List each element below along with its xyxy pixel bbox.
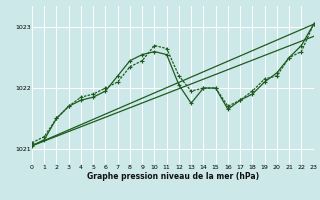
- X-axis label: Graphe pression niveau de la mer (hPa): Graphe pression niveau de la mer (hPa): [87, 172, 259, 181]
